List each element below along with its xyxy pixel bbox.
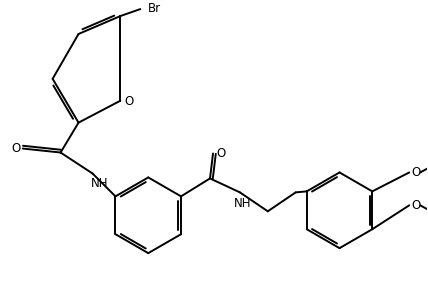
- Text: NH: NH: [234, 197, 252, 210]
- Text: O: O: [11, 142, 21, 155]
- Text: Br: Br: [148, 1, 161, 15]
- Text: O: O: [412, 199, 421, 212]
- Text: O: O: [412, 166, 421, 179]
- Text: NH: NH: [91, 177, 108, 190]
- Text: O: O: [125, 95, 134, 108]
- Text: O: O: [216, 147, 226, 160]
